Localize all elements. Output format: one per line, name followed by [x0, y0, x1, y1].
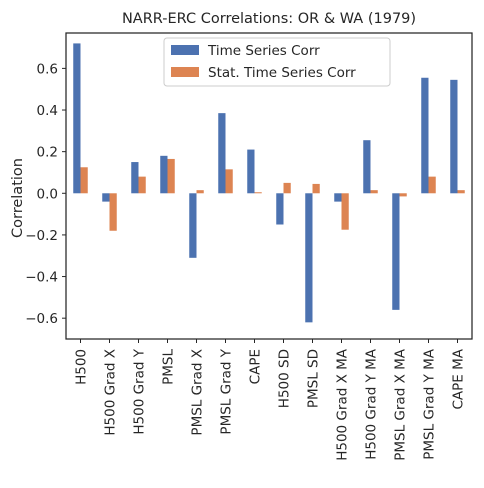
- bar-series-1: [189, 193, 197, 258]
- bar-series-2: [80, 167, 88, 194]
- legend-swatch: [171, 45, 199, 55]
- bar-series-2: [254, 192, 262, 194]
- bar-series-1: [160, 155, 168, 194]
- x-tick-label: PMSL Grad X MA: [393, 348, 409, 461]
- y-tick-label: −0.4: [25, 270, 58, 286]
- x-tick-label: H500: [74, 349, 90, 385]
- y-tick-label: 0.0: [37, 186, 58, 202]
- y-tick-label: −0.2: [25, 228, 58, 244]
- bar-series-2: [370, 190, 378, 194]
- bar-series-2: [312, 183, 320, 194]
- x-tick-label: PMSL Grad Y: [219, 348, 235, 434]
- legend-swatch: [171, 67, 199, 77]
- bar-series-2: [428, 176, 436, 194]
- bar-series-1: [102, 193, 110, 202]
- bar-series-2: [138, 176, 146, 194]
- bar-series-1: [73, 43, 81, 194]
- y-tick-label: 0.2: [37, 145, 58, 161]
- legend-box: [163, 37, 391, 87]
- y-tick-label: 0.6: [37, 61, 58, 77]
- bar-series-2: [457, 190, 465, 194]
- x-tick-label: PMSL Grad Y MA: [422, 348, 438, 460]
- bars: [73, 43, 465, 323]
- plot-frame: [65, 32, 473, 340]
- legend-label: Time Series Corr: [207, 43, 320, 59]
- bar-series-1: [218, 113, 226, 194]
- chart-title: NARR-ERC Correlations: OR & WA (1979): [122, 11, 416, 27]
- y-tick-label: −0.6: [25, 311, 58, 327]
- y-tick-label: 0.4: [37, 103, 58, 119]
- x-tick-label: H500 Grad X MA: [335, 348, 351, 461]
- bar-series-2: [283, 182, 291, 194]
- x-tick-label: H500 Grad Y: [132, 348, 148, 434]
- x-tick-label: H500 Grad Y MA: [364, 348, 380, 460]
- bar-series-2: [225, 169, 233, 194]
- bar-series-1: [247, 149, 255, 194]
- bar-series-1: [363, 140, 371, 194]
- x-axis-ticks: H500 H500 Grad X H500 Grad Y PMSL PMSL Grad …: [74, 339, 467, 461]
- legend-label: Stat. Time Series Corr: [208, 65, 356, 81]
- bar-series-1: [305, 193, 313, 323]
- bar-series-2: [196, 190, 204, 194]
- bar-series-2: [109, 193, 117, 231]
- bar-series-1: [276, 193, 284, 225]
- bar-series-1: [421, 77, 429, 194]
- bar-series-1: [450, 79, 458, 194]
- x-tick-label: H500 SD: [277, 349, 293, 408]
- x-tick-label: CAPE MA: [451, 348, 467, 409]
- y-axis-label: Correlation: [10, 158, 26, 238]
- y-axis-ticks: −0.6 −0.4 −0.2 0.0 0.2 0.4 0.6: [25, 61, 66, 327]
- x-tick-label: PMSL: [161, 349, 177, 385]
- x-tick-label: H500 Grad X: [103, 349, 119, 436]
- x-tick-label: CAPE: [248, 349, 264, 384]
- bar-series-1: [392, 193, 400, 310]
- bar-series-2: [167, 158, 175, 194]
- bar-series-1: [334, 193, 342, 202]
- bar-series-1: [131, 162, 139, 194]
- x-tick-label: PMSL Grad X: [190, 349, 206, 436]
- legend: Time Series Corr Stat. Time Series Corr: [163, 37, 391, 87]
- x-tick-label: PMSL SD: [306, 349, 322, 408]
- bar-series-2: [399, 193, 407, 197]
- bar-series-2: [341, 193, 349, 230]
